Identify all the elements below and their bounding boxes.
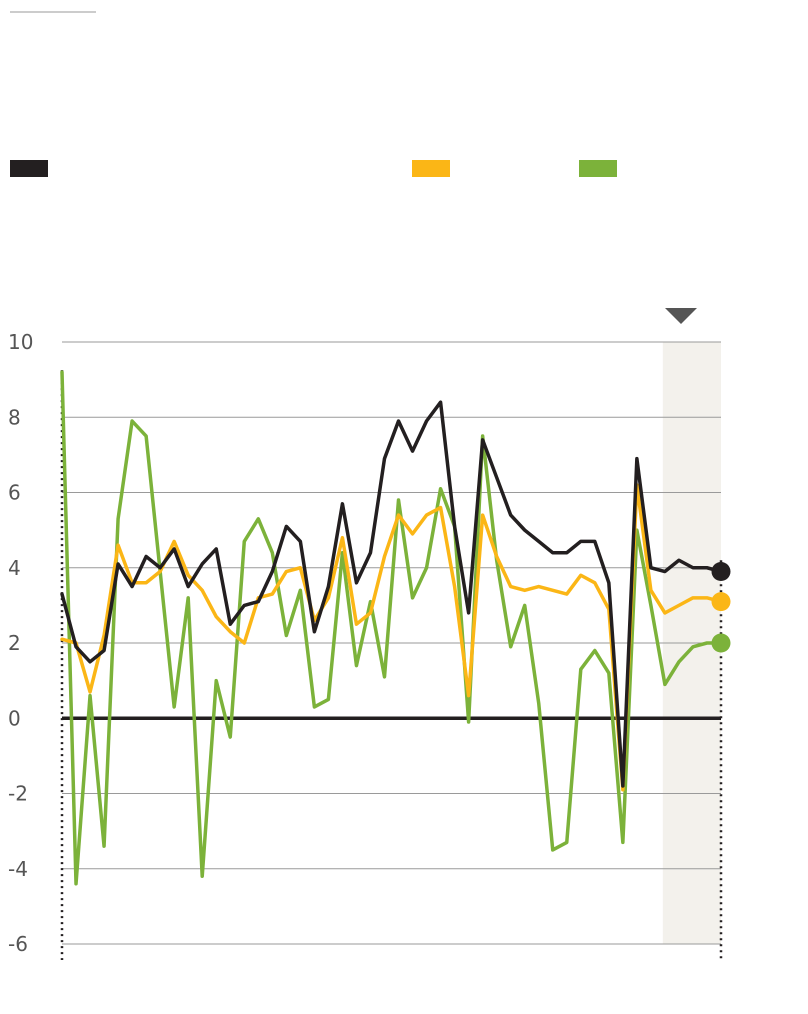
y-tick-label: 2 — [8, 631, 21, 655]
endpoint-dot-green — [711, 633, 731, 653]
y-tick-label: -4 — [8, 857, 28, 881]
endpoint-dot-yellow — [711, 592, 731, 612]
y-tick-label: 8 — [8, 405, 21, 429]
y-tick-label: -6 — [8, 932, 28, 956]
series-line-green — [60, 370, 723, 886]
series-line-yellow — [60, 483, 723, 792]
y-tick-label: -2 — [8, 782, 28, 806]
y-tick-label: 4 — [8, 556, 21, 580]
y-tick-label: 6 — [8, 481, 21, 505]
legend-swatch-green — [579, 160, 617, 177]
y-tick-label: 10 — [8, 330, 33, 354]
legend-swatch-yellow — [412, 160, 450, 177]
forecast-marker-triangle-icon — [665, 308, 697, 324]
y-tick-label: 0 — [8, 706, 21, 730]
legend-swatch-black — [10, 160, 48, 177]
endpoint-dot-black — [711, 562, 731, 582]
series-line-black — [60, 400, 723, 788]
